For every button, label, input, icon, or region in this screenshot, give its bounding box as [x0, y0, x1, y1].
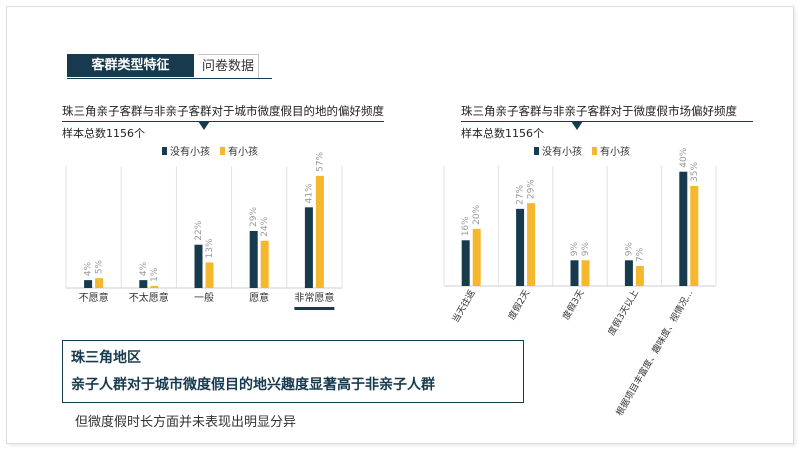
chart-2-title: 珠三角亲子客群与非亲子客群对于微度假市场偏好频度	[461, 104, 737, 118]
legend-label: 有小孩	[228, 147, 258, 158]
footnote: 但微度假时长方面并未表现出明显分异	[75, 415, 297, 430]
legend-swatch-navy	[162, 146, 167, 155]
chart-2-title-arrow	[571, 121, 583, 130]
conclusion-region: 珠三角地区	[71, 350, 141, 366]
header-underline	[67, 78, 272, 79]
chart-1-title-arrow	[198, 121, 210, 130]
section-tag: 客群类型特征	[67, 54, 194, 77]
legend-item-with-child: 有小孩	[220, 143, 258, 158]
chart-2-sample-size: 样本总数1156个	[461, 127, 544, 140]
chart-1-title-underline	[62, 121, 384, 122]
conclusion-box: 珠三角地区 亲子人群对于城市微度假目的地兴趣度显著高于非亲子人群	[62, 340, 524, 403]
legend-label: 有小孩	[600, 147, 630, 158]
chart-2-title-underline	[461, 121, 753, 122]
legend-swatch-gold	[592, 146, 597, 155]
slide-frame	[6, 6, 794, 444]
legend-item-with-child: 有小孩	[592, 143, 630, 158]
legend-item-no-child: 没有小孩	[534, 143, 582, 158]
conclusion-statement: 亲子人群对于城市微度假目的地兴趣度显著高于非亲子人群	[71, 377, 435, 393]
legend-label: 没有小孩	[170, 147, 210, 158]
legend-label: 没有小孩	[542, 147, 582, 158]
chart-2-legend: 没有小孩 有小孩	[534, 143, 640, 158]
chart-1-title: 珠三角亲子客群与非亲子客群对于城市微度假目的地的偏好频度	[62, 104, 384, 118]
chart-1-legend: 没有小孩 有小孩	[162, 143, 268, 158]
chart-1-sample-size: 样本总数1156个	[62, 127, 145, 140]
legend-swatch-navy	[534, 146, 539, 155]
legend-item-no-child: 没有小孩	[162, 143, 210, 158]
legend-swatch-gold	[220, 146, 225, 155]
section-subtitle: 问卷数据	[198, 54, 260, 79]
